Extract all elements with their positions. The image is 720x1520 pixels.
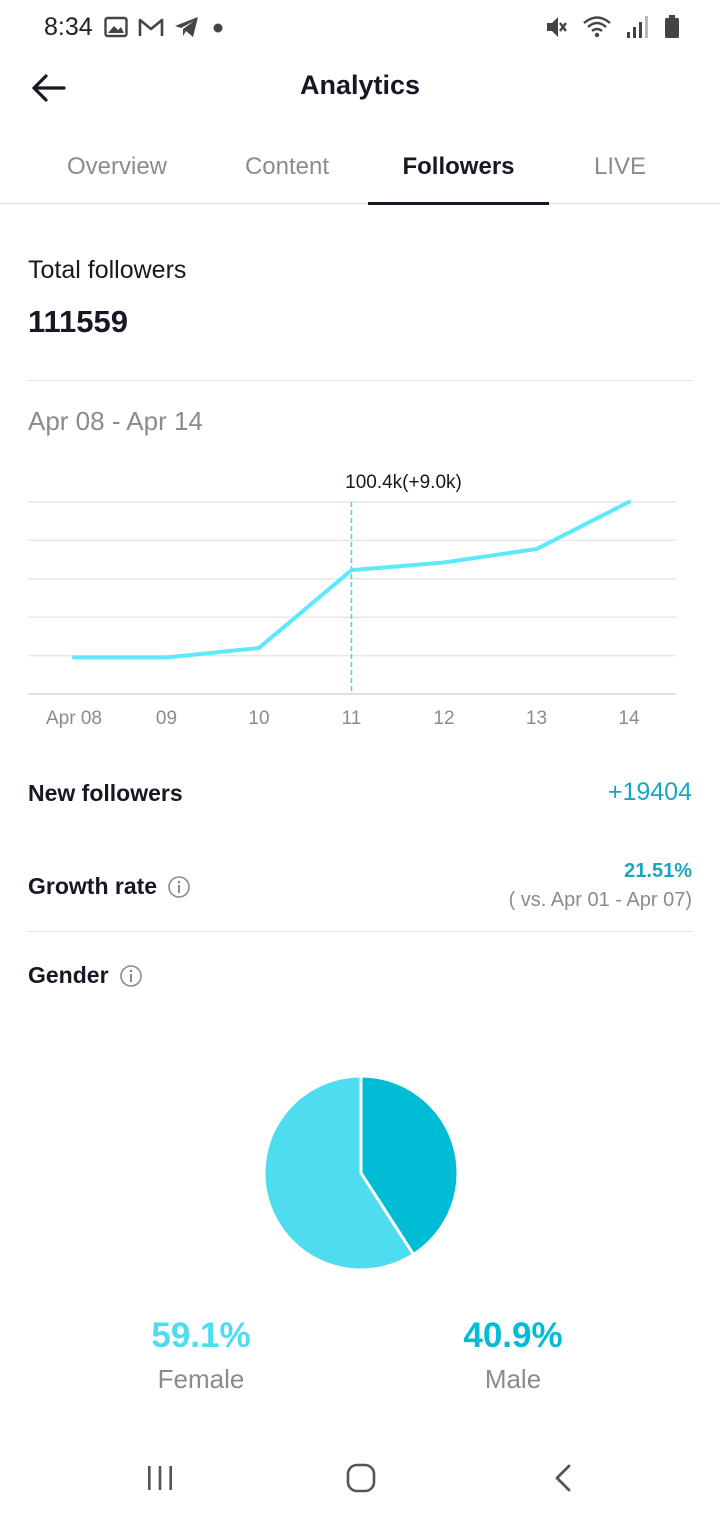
battery-icon [665,15,679,38]
home-icon [346,1463,376,1493]
tab-followers[interactable]: Followers [368,130,549,205]
female-percentage: 59.1% [151,1316,251,1355]
date-range: Apr 08 - Apr 14 [28,406,203,436]
signal-icon [627,16,648,38]
telegram-icon [175,17,198,37]
divider [28,931,693,932]
back-button[interactable] [26,68,70,108]
tab-label: Content [244,153,330,180]
tab-bar: Overview Content Followers LIVE [0,130,720,205]
gallery-icon [104,16,128,38]
active-tab-indicator [368,202,549,205]
tab-label: Followers [402,153,515,180]
home-button[interactable] [331,1456,391,1500]
gmail-icon [138,18,164,36]
tab-content[interactable]: Content [202,130,372,204]
female-label: Female [157,1364,245,1394]
total-followers-value: 111559 [28,304,129,339]
growth-rate-compare: ( vs. Apr 01 - Apr 07) [508,889,692,911]
tab-overview[interactable]: Overview [32,130,202,204]
status-icons-left [104,16,226,38]
recent-apps-button[interactable] [130,1456,190,1500]
tab-label: LIVE [593,153,647,180]
series-line [72,500,631,660]
male-label: Male [484,1364,542,1394]
header: Analytics [0,56,720,120]
x-axis-labels: Apr 08 09 10 11 12 13 14 [46,708,640,729]
x-tick-label: 10 [248,708,269,729]
x-tick-label: 12 [433,708,454,729]
new-followers-label: New followers [28,780,183,807]
mute-icon [547,17,567,37]
recent-apps-icon [148,1466,172,1490]
male-percentage: 40.9% [463,1316,563,1355]
system-nav-bar [0,1440,720,1520]
gender-label: Gender [28,962,143,989]
gender-label-text: Gender [28,962,109,988]
growth-rate-label: Growth rate [28,873,191,900]
status-icons-right [544,14,680,40]
followers-line-chart: 100.4k(+9.0k) Apr 08 09 10 11 12 13 14 [28,472,676,729]
pie-slice-female [262,1074,416,1272]
x-tick-label: 11 [342,708,362,729]
x-tick-label: 09 [156,708,177,729]
arrow-left-icon [32,74,66,102]
gender-pie-chart [262,1074,460,1272]
x-tick-label: Apr 08 [46,708,102,729]
wifi-icon [583,16,611,38]
x-tick-label: 14 [618,708,640,729]
status-bar: 8:34 [0,0,720,56]
x-tick-label: 13 [526,708,547,729]
system-back-button[interactable] [533,1456,593,1500]
back-icon [555,1464,571,1492]
info-icon[interactable] [119,964,143,988]
growth-rate-label-text: Growth rate [28,873,158,899]
status-time: 8:34 [44,13,93,41]
info-icon[interactable] [167,875,191,899]
divider [28,380,693,381]
new-followers-label-text: New followers [28,780,183,806]
growth-rate-value: 21.51% [624,860,692,882]
tab-label: Overview [66,153,168,180]
dot-icon [213,23,223,33]
tab-live[interactable]: LIVE [540,130,700,204]
highlight-label: 100.4k(+9.0k) [345,472,462,493]
page-title: Analytics [299,70,421,100]
new-followers-value: +19404 [607,778,692,806]
total-followers-label: Total followers [28,256,187,284]
